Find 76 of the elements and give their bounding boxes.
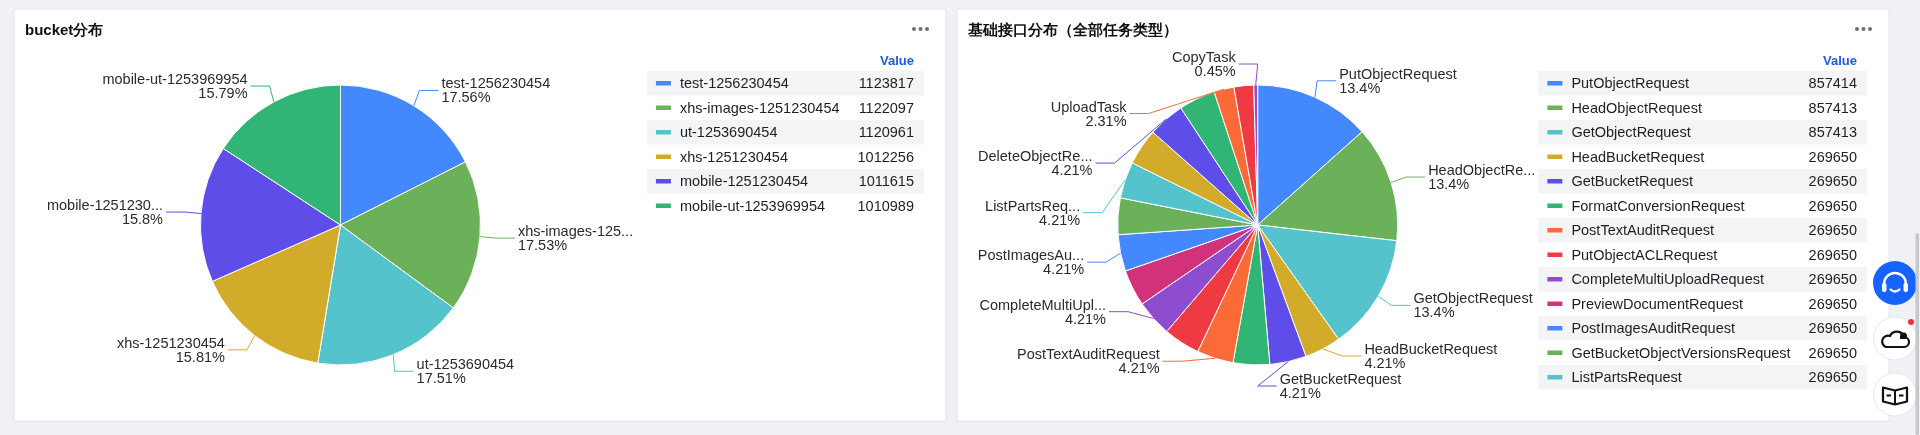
text: 17.56% bbox=[441, 89, 491, 106]
slice-label: mobile-ut-1253969954 bbox=[102, 71, 248, 88]
text: xhs-images-125... bbox=[517, 223, 634, 240]
data-label: 857413 bbox=[1808, 124, 1857, 141]
slice-label: HeadBucketRequest bbox=[1364, 341, 1498, 357]
slice-label: PostTextAuditRequest bbox=[1017, 346, 1160, 363]
legend-title: Value bbox=[880, 52, 914, 68]
legend-label: GetBucketObjectVersionsRequest bbox=[1571, 344, 1791, 361]
text: 4.21% bbox=[1039, 211, 1081, 228]
data-label: 1120961 bbox=[858, 124, 914, 141]
text: PostImagesAu... bbox=[977, 247, 1085, 264]
data-label: 269650 bbox=[1808, 344, 1857, 361]
legend-label: mobile-1251230454 bbox=[679, 173, 809, 190]
data-label: 269650 bbox=[1808, 369, 1857, 386]
text: 4.21% bbox=[1279, 385, 1321, 401]
legend-label: mobile-ut-1253969954 bbox=[679, 197, 826, 214]
data-label: 269650 bbox=[1808, 173, 1857, 190]
legend-label: PostImagesAuditRequest bbox=[1571, 320, 1736, 337]
legend-label: PutObjectACLRequest bbox=[1571, 246, 1718, 263]
data-label: 1122097 bbox=[858, 99, 914, 116]
data-label: 857414 bbox=[1808, 75, 1857, 92]
text: 13.4% bbox=[1413, 304, 1455, 321]
data-label: 269650 bbox=[1808, 295, 1857, 312]
data-label: 1123817 bbox=[858, 75, 914, 92]
legend-label: HeadBucketRequest bbox=[1571, 148, 1705, 165]
data-label: 1012256 bbox=[857, 148, 914, 165]
slice-label: UploadTask bbox=[1050, 98, 1128, 115]
legend-label: CompleteMultiUploadRequest bbox=[1571, 271, 1765, 288]
data-label: 269650 bbox=[1808, 246, 1857, 263]
legend-label: ListPartsRequest bbox=[1571, 369, 1682, 386]
chart-title: 基础接口分布（全部任务类型） bbox=[967, 20, 1178, 38]
legend-label: GetBucketRequest bbox=[1571, 173, 1694, 190]
text: 0.45% bbox=[1194, 63, 1236, 79]
data-label: 269650 bbox=[1808, 148, 1857, 165]
slice-label: test-1256230454 bbox=[441, 75, 551, 92]
slice-label: GetObjectRequest bbox=[1413, 290, 1533, 307]
legend-label: PostTextAuditRequest bbox=[1571, 222, 1715, 239]
text: 13.4% bbox=[1339, 79, 1381, 96]
slice-label: ut-1253690454 bbox=[416, 356, 515, 373]
legend-label: ut-1253690454 bbox=[679, 124, 778, 141]
slice-label: GetBucketRequest bbox=[1279, 371, 1402, 387]
legend-label: FormatConversionRequest bbox=[1571, 197, 1745, 214]
legend-label: xhs-images-1251230454 bbox=[679, 99, 840, 116]
legend-label: PutObjectRequest bbox=[1571, 75, 1690, 92]
text: 13.4% bbox=[1428, 176, 1470, 193]
data-label: 269650 bbox=[1808, 271, 1857, 288]
data-label: 269650 bbox=[1808, 222, 1857, 239]
legend-label: PreviewDocumentRequest bbox=[1571, 295, 1744, 312]
text: CompleteMultiUpl... bbox=[979, 296, 1106, 313]
legend-label: xhs-1251230454 bbox=[679, 148, 788, 165]
slice-label: CopyTask bbox=[1172, 49, 1237, 65]
text: mobile-1251230... bbox=[46, 197, 164, 214]
legend-title: Value bbox=[1823, 52, 1857, 68]
text: 4.21% bbox=[1043, 261, 1085, 278]
text: 15.8% bbox=[121, 211, 164, 228]
slice-label: xhs-1251230454 bbox=[116, 334, 225, 351]
chart-title: bucket分布 bbox=[25, 20, 104, 38]
text: 4.21% bbox=[1364, 355, 1406, 371]
data-label: 269650 bbox=[1808, 320, 1857, 337]
slice-label: DeleteObjectRe... bbox=[978, 148, 1093, 165]
data-label: 1010989 bbox=[857, 197, 914, 214]
text: 4.21% bbox=[1051, 162, 1093, 179]
text: 2.31% bbox=[1085, 112, 1127, 129]
data-label: 269650 bbox=[1808, 197, 1857, 214]
legend-label: HeadObjectRequest bbox=[1571, 99, 1702, 116]
data-label: 857413 bbox=[1808, 99, 1857, 116]
text: 15.79% bbox=[198, 85, 248, 102]
slice-label: PutObjectRequest bbox=[1339, 65, 1457, 82]
legend-label: GetObjectRequest bbox=[1571, 124, 1691, 141]
text: 17.53% bbox=[517, 237, 568, 254]
legend-label: test-1256230454 bbox=[679, 75, 789, 92]
text: 15.81% bbox=[175, 348, 225, 365]
text: ListPartsReq... bbox=[985, 197, 1081, 214]
text: HeadObjectRe... bbox=[1428, 162, 1536, 179]
text: 17.51% bbox=[416, 370, 466, 387]
data-label: 1011615 bbox=[858, 173, 914, 190]
